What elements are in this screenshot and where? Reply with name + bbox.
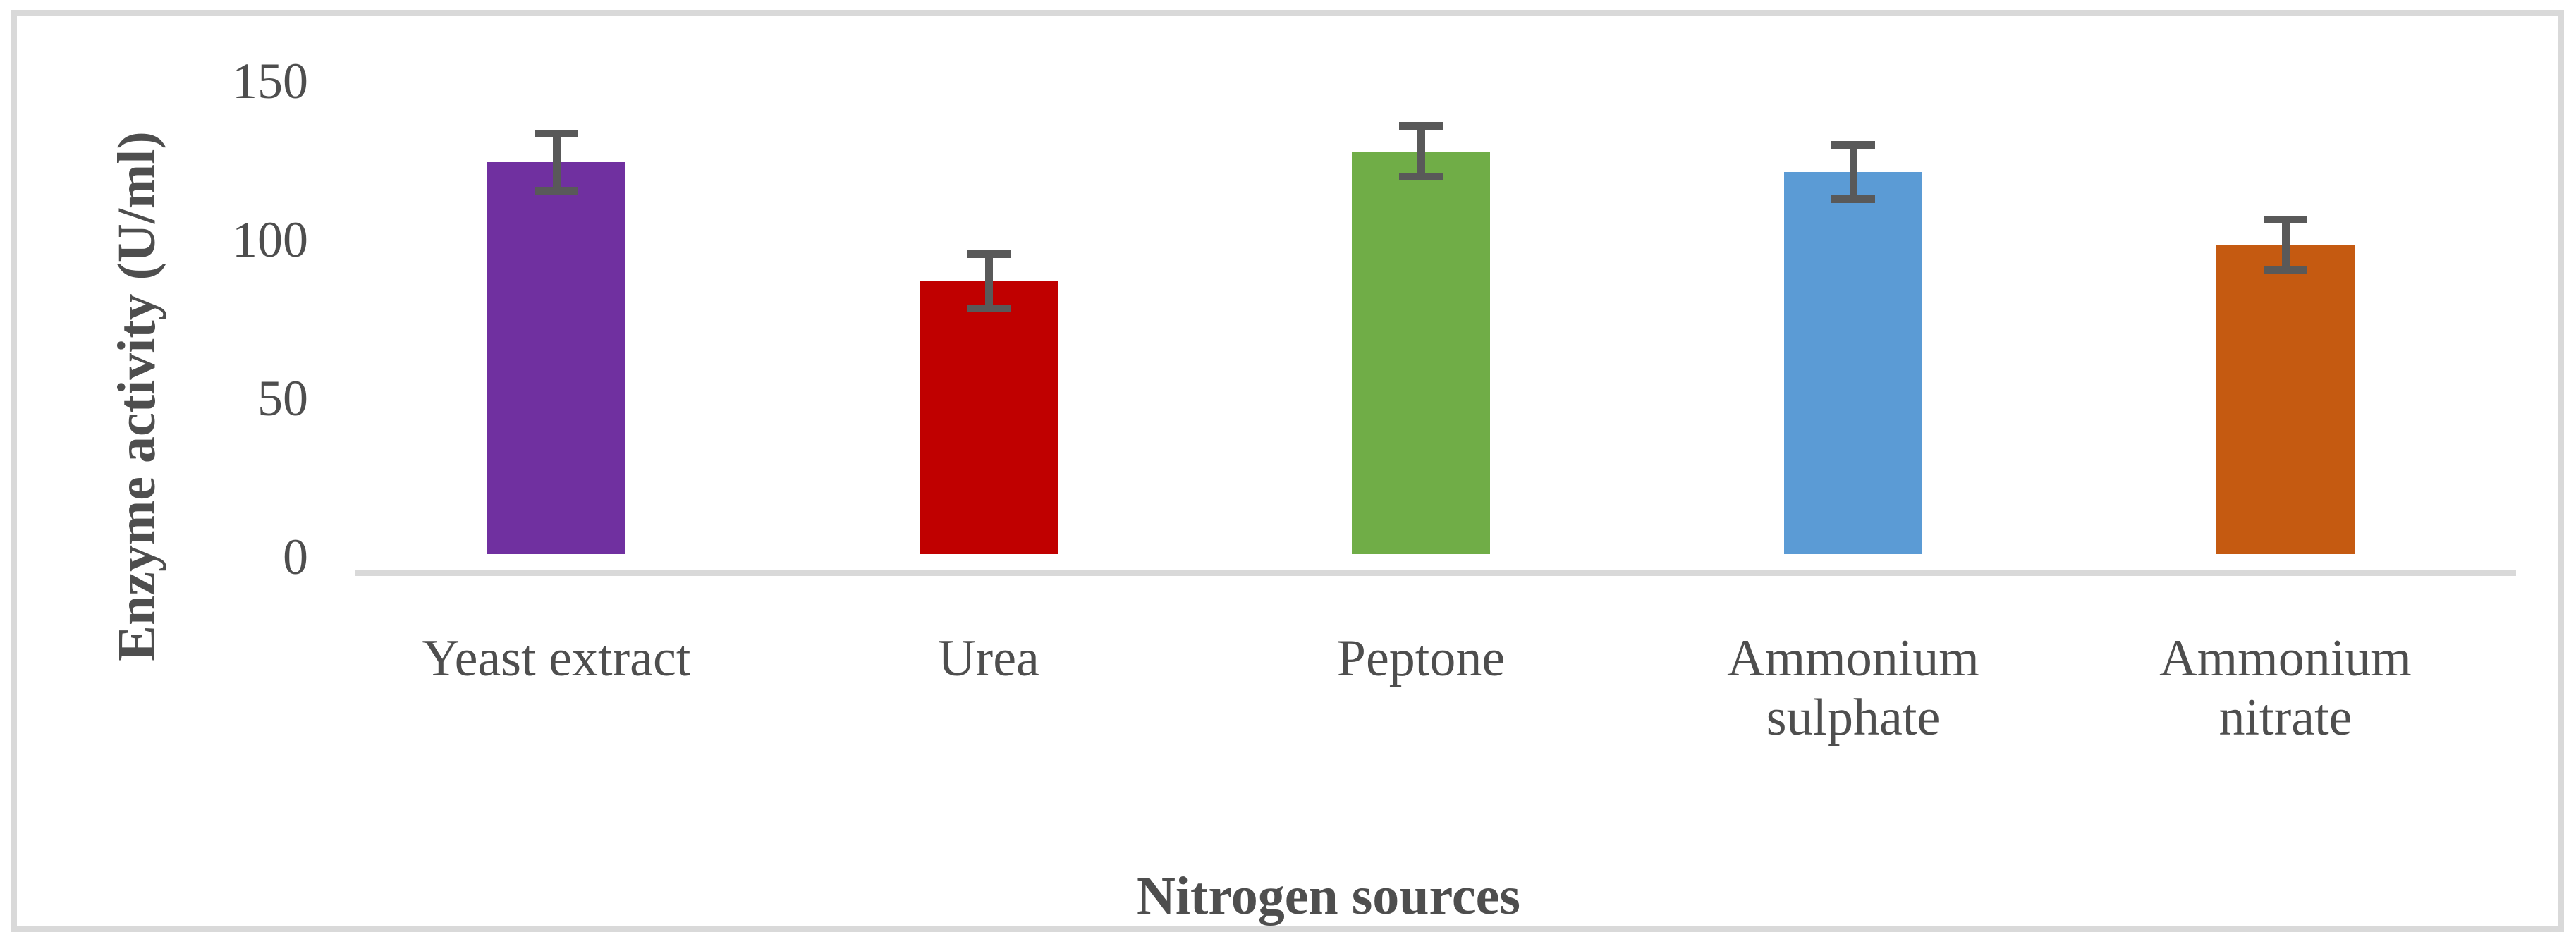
error-bar-stem (2281, 219, 2290, 271)
bar-peptone (1352, 151, 1490, 554)
category-label-urea: Urea (938, 630, 1039, 687)
error-bar-bottom-cap (967, 304, 1011, 312)
chart-frame: Enzyme activity (U/ml) 0 50 100 150 Yeast e… (11, 10, 2564, 932)
error-bar-stem (984, 254, 993, 309)
error-bar-top-cap (2264, 215, 2307, 223)
x-axis-title: Nitrogen sources (1137, 866, 1520, 926)
error-bar-stem (552, 133, 561, 191)
y-tick-label-100: 100 (232, 212, 308, 268)
bar-ammonium-nitrate (2216, 245, 2355, 554)
error-bar-bottom-cap (1831, 195, 1875, 203)
error-bar-top-cap (535, 130, 578, 138)
error-bar-top-cap (1399, 122, 1443, 130)
error-bar-bottom-cap (1399, 173, 1443, 180)
y-tick-label-150: 150 (232, 53, 308, 109)
bar-yeast-extract (487, 162, 625, 554)
y-tick-label-0: 0 (283, 529, 308, 585)
category-label-yeast-extract: Yeast extract (422, 630, 691, 687)
error-bar-top-cap (1831, 141, 1875, 149)
error-bar-stem (1849, 145, 1857, 199)
bar-ammonium-sulphate (1784, 171, 1922, 554)
category-label-ammonium-nitrate: Ammonium nitrate (2159, 630, 2412, 747)
error-bar-stem (1417, 125, 1425, 177)
error-bar-bottom-cap (2264, 266, 2307, 274)
y-tick-label-50: 50 (257, 370, 308, 427)
category-label-ammonium-sulphate: Ammonium sulphate (1727, 630, 1979, 747)
category-label-peptone: Peptone (1336, 630, 1506, 687)
x-axis-line (355, 570, 2516, 576)
error-bar-top-cap (967, 250, 1011, 259)
bar-urea (920, 281, 1058, 554)
error-bar-bottom-cap (535, 187, 578, 195)
